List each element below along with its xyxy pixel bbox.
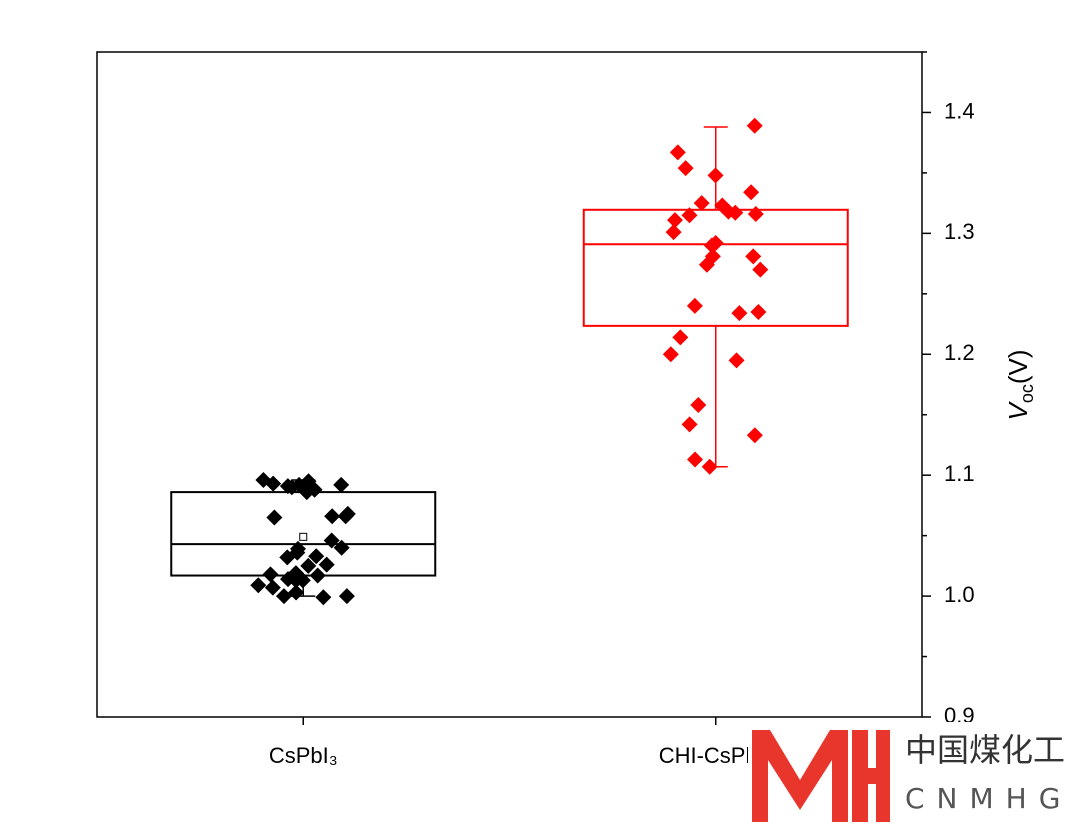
data-point bbox=[275, 588, 292, 605]
data-point bbox=[701, 458, 718, 475]
data-point bbox=[681, 207, 698, 224]
logo-m bbox=[752, 730, 848, 822]
data-point bbox=[287, 565, 304, 582]
data-point bbox=[672, 329, 689, 346]
y-tick-label: 1.3 bbox=[944, 219, 975, 244]
data-point bbox=[728, 352, 745, 369]
watermark-bg bbox=[748, 722, 1080, 826]
y-label-symbol: V bbox=[1003, 401, 1033, 421]
data-point bbox=[707, 167, 724, 184]
plot-frame bbox=[96, 51, 923, 718]
data-point bbox=[745, 248, 762, 265]
data-point bbox=[339, 505, 356, 522]
data-point bbox=[265, 475, 282, 492]
data-point bbox=[743, 184, 760, 201]
y-tick-label: 1.4 bbox=[944, 98, 975, 123]
data-point bbox=[746, 427, 763, 444]
data-point bbox=[279, 478, 296, 495]
logo-h bbox=[852, 730, 890, 822]
data-point bbox=[686, 297, 703, 314]
data-point bbox=[315, 589, 332, 606]
data-point bbox=[333, 539, 350, 556]
box bbox=[582, 208, 849, 327]
data-point bbox=[693, 195, 710, 212]
data-point bbox=[703, 237, 720, 254]
data-point bbox=[266, 509, 283, 526]
watermark-text: 中国煤化工 bbox=[905, 731, 1065, 769]
data-point bbox=[318, 556, 335, 573]
data-point bbox=[323, 532, 340, 549]
y-label-unit: (V) bbox=[1003, 349, 1033, 384]
data-point bbox=[279, 549, 296, 566]
data-point bbox=[666, 212, 683, 229]
y-tick-label: 1.2 bbox=[944, 340, 975, 365]
y-tick-label: 1.0 bbox=[944, 582, 975, 607]
data-point bbox=[262, 566, 279, 583]
data-point bbox=[300, 557, 317, 574]
data-point bbox=[324, 508, 341, 525]
data-point bbox=[250, 577, 267, 594]
data-point bbox=[309, 567, 326, 584]
data-point bbox=[681, 416, 698, 433]
data-point bbox=[687, 451, 704, 468]
data-point bbox=[750, 303, 767, 320]
y-label-subscript: oc bbox=[1017, 384, 1037, 403]
y-tick-label: 1.1 bbox=[944, 461, 975, 486]
data-point bbox=[731, 305, 748, 322]
data-point bbox=[669, 144, 686, 161]
data-point bbox=[746, 117, 763, 134]
y-axis-label: Voc(V) bbox=[1003, 349, 1037, 420]
watermark: 中国煤化工 CNMHG bbox=[748, 722, 1080, 826]
data-point bbox=[338, 588, 355, 605]
watermark-subtext: CNMHG bbox=[905, 782, 1072, 815]
data-point bbox=[690, 397, 707, 414]
data-point bbox=[298, 484, 315, 501]
data-point bbox=[288, 584, 305, 601]
data-point bbox=[308, 548, 325, 565]
data-point bbox=[665, 224, 682, 241]
data-point bbox=[720, 203, 737, 220]
data-point bbox=[698, 256, 715, 273]
mean bbox=[299, 532, 308, 541]
data-point bbox=[752, 261, 769, 278]
data-point bbox=[747, 206, 764, 223]
x-tick-label: CsPbI₃ bbox=[269, 743, 338, 768]
data-point bbox=[264, 579, 281, 596]
data-point bbox=[662, 346, 679, 363]
data-point bbox=[677, 160, 694, 177]
data-point bbox=[333, 476, 350, 493]
